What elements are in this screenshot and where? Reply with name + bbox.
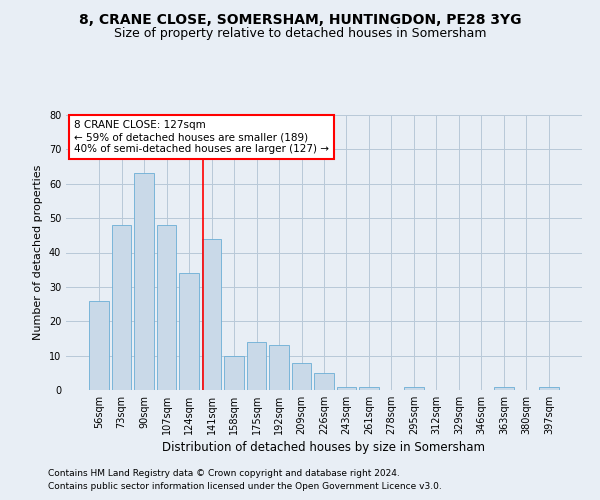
Text: 8 CRANE CLOSE: 127sqm
← 59% of detached houses are smaller (189)
40% of semi-det: 8 CRANE CLOSE: 127sqm ← 59% of detached … bbox=[74, 120, 329, 154]
Y-axis label: Number of detached properties: Number of detached properties bbox=[33, 165, 43, 340]
Bar bbox=[494, 386, 514, 390]
Bar bbox=[404, 386, 424, 390]
Text: Size of property relative to detached houses in Somersham: Size of property relative to detached ho… bbox=[114, 28, 486, 40]
Bar bbox=[269, 346, 289, 390]
Bar bbox=[112, 225, 131, 390]
Bar bbox=[539, 386, 559, 390]
Bar bbox=[202, 239, 221, 390]
Bar bbox=[224, 356, 244, 390]
Text: Contains HM Land Registry data © Crown copyright and database right 2024.: Contains HM Land Registry data © Crown c… bbox=[48, 468, 400, 477]
Bar bbox=[359, 386, 379, 390]
Text: Contains public sector information licensed under the Open Government Licence v3: Contains public sector information licen… bbox=[48, 482, 442, 491]
Bar bbox=[337, 386, 356, 390]
Bar bbox=[292, 362, 311, 390]
Bar bbox=[89, 300, 109, 390]
Bar bbox=[157, 225, 176, 390]
Bar bbox=[247, 342, 266, 390]
Text: 8, CRANE CLOSE, SOMERSHAM, HUNTINGDON, PE28 3YG: 8, CRANE CLOSE, SOMERSHAM, HUNTINGDON, P… bbox=[79, 12, 521, 26]
Bar bbox=[134, 174, 154, 390]
X-axis label: Distribution of detached houses by size in Somersham: Distribution of detached houses by size … bbox=[163, 441, 485, 454]
Bar bbox=[179, 273, 199, 390]
Bar bbox=[314, 373, 334, 390]
